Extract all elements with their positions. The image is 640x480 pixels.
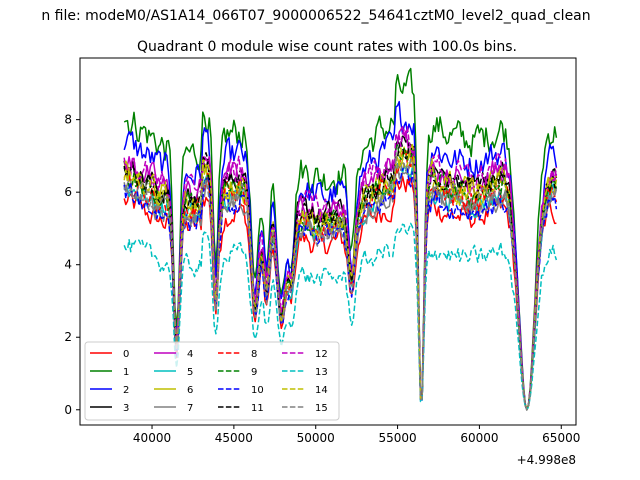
legend-label-11: 11 <box>251 403 264 414</box>
y-tick-label: 0 <box>64 403 72 417</box>
legend-label-2: 2 <box>123 385 129 396</box>
legend-label-1: 1 <box>123 367 129 378</box>
legend-label-7: 7 <box>187 403 193 414</box>
series-line-10 <box>123 165 558 411</box>
series-line-15 <box>123 155 558 411</box>
legend-label-13: 13 <box>315 367 328 378</box>
chart-title: Quadrant 0 module wise count rates with … <box>137 39 517 55</box>
plot-frame <box>79 57 577 426</box>
legend-label-8: 8 <box>251 349 257 360</box>
x-tick-label: 55000 <box>378 431 416 445</box>
y-axis: 0 2 4 6 8 <box>64 113 80 417</box>
legend-label-15: 15 <box>315 403 328 414</box>
legend-label-3: 3 <box>123 403 129 414</box>
legend-label-0: 0 <box>123 349 129 360</box>
legend-label-6: 6 <box>187 385 193 396</box>
x-tick-label: 60000 <box>460 431 498 445</box>
x-tick-label: 50000 <box>297 431 335 445</box>
legend-label-12: 12 <box>315 349 328 360</box>
series-line-14 <box>123 147 558 411</box>
x-tick-label: 65000 <box>542 431 580 445</box>
y-tick-label: 8 <box>64 113 72 127</box>
y-tick-label: 6 <box>64 185 72 199</box>
x-offset-label: +4.998e8 <box>517 453 576 467</box>
legend-label-5: 5 <box>187 367 193 378</box>
series-line-12 <box>124 126 558 411</box>
y-tick-label: 2 <box>64 330 72 344</box>
legend-label-4: 4 <box>187 349 193 360</box>
legend-label-14: 14 <box>315 385 328 396</box>
legend-label-9: 9 <box>251 367 257 378</box>
figure-suptitle: n file: modeM0/AS1A14_066T07_9000006522_… <box>41 8 590 24</box>
y-tick-label: 4 <box>64 258 72 272</box>
legend-box <box>84 341 340 421</box>
series-line-2 <box>123 100 558 411</box>
x-tick-label: 40000 <box>133 431 171 445</box>
series-layer <box>123 67 558 411</box>
x-tick-label: 45000 <box>215 431 253 445</box>
series-line-13 <box>123 222 558 411</box>
x-axis: 40000 45000 50000 55000 60000 65000 <box>133 425 580 445</box>
legend-label-10: 10 <box>251 385 264 396</box>
